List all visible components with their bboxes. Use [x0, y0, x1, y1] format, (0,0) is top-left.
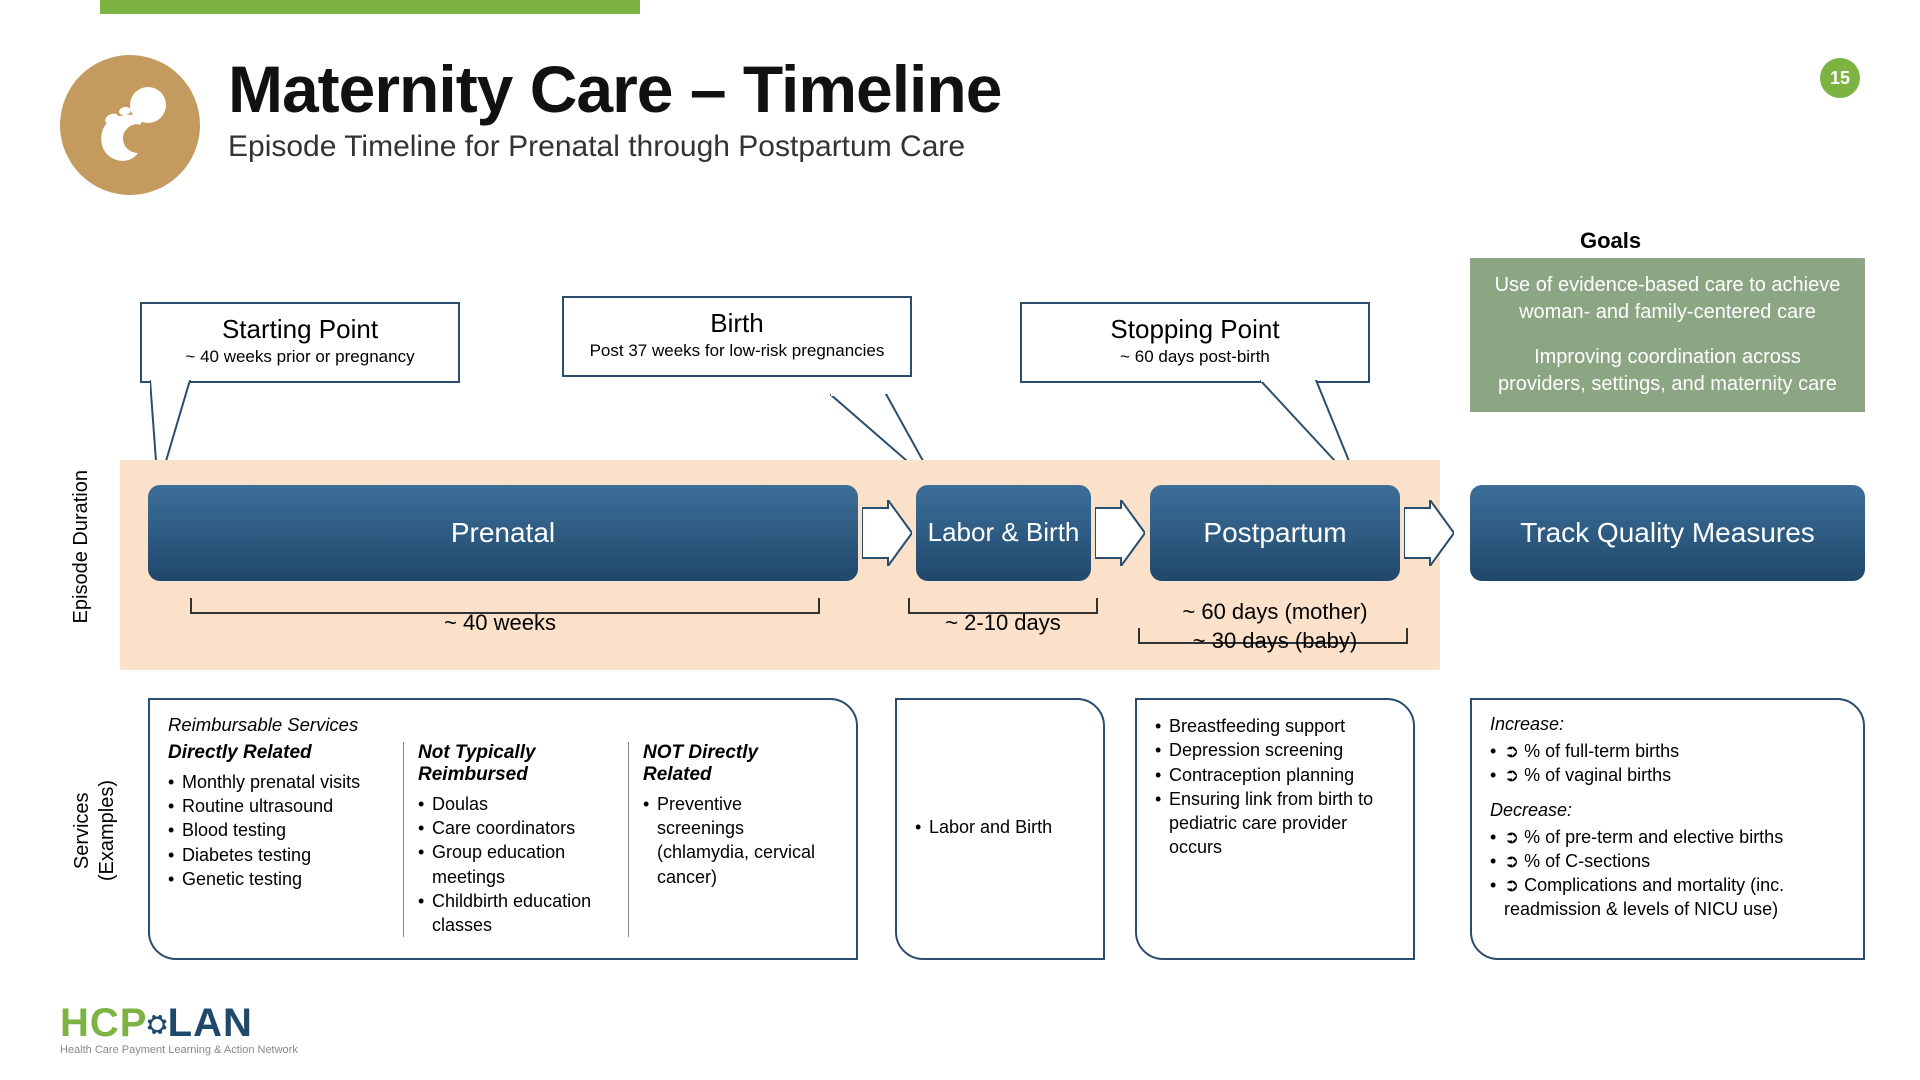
callout-birth: Birth Post 37 weeks for low-risk pregnan…	[562, 296, 912, 377]
list-item: Ensuring link from birth to pediatric ca…	[1155, 787, 1395, 860]
arrow-icon	[1404, 500, 1454, 566]
page-title: Maternity Care – Timeline	[228, 55, 1001, 124]
list-labor-services: Labor and Birth	[915, 815, 1052, 839]
list-quality-increase: ➲ % of full-term births➲ % of vaginal bi…	[1490, 739, 1845, 788]
logo-tagline: Health Care Payment Learning & Action Ne…	[60, 1044, 298, 1056]
baby-icon	[60, 55, 200, 195]
callout-title: Birth	[580, 308, 894, 339]
services-card-postpartum: Breastfeeding supportDepression screenin…	[1135, 698, 1415, 960]
duration-postpartum: ~ 60 days (mother) ~ 30 days (baby)	[1150, 598, 1400, 655]
col-title-not-directly-related: NOT Directly Related	[643, 742, 824, 786]
col-title-directly-related: Directly Related	[168, 742, 389, 764]
phase-labor-birth: Labor & Birth	[916, 485, 1091, 581]
phase-quality-measures: Track Quality Measures	[1470, 485, 1865, 581]
list-item: Childbirth education classes	[418, 889, 614, 938]
goals-text-1: Use of evidence-based care to achieve wo…	[1488, 272, 1847, 326]
header: Maternity Care – Timeline Episode Timeli…	[60, 55, 1001, 195]
arrow-icon	[862, 500, 912, 566]
logo-hcp: HCP	[60, 1001, 147, 1045]
list-not-directly-related: Preventive screenings (chlamydia, cervic…	[643, 792, 824, 889]
list-item: Preventive screenings (chlamydia, cervic…	[643, 792, 824, 889]
list-not-typically-reimbursed: DoulasCare coordinatorsGroup education m…	[418, 792, 614, 938]
list-item: ➲ % of vaginal births	[1490, 763, 1845, 787]
callout-title: Starting Point	[158, 314, 442, 345]
list-item: Care coordinators	[418, 816, 614, 840]
decrease-label: Decrease:	[1490, 800, 1845, 821]
callout-title: Stopping Point	[1038, 314, 1352, 345]
list-item: Breastfeeding support	[1155, 714, 1395, 738]
list-item: ➲ % of full-term births	[1490, 739, 1845, 763]
duration-postpartum-mother: ~ 60 days (mother)	[1150, 598, 1400, 627]
duration-prenatal: ~ 40 weeks	[400, 610, 600, 636]
list-item: Group education meetings	[418, 840, 614, 889]
services-card-prenatal: Reimbursable Services Directly Related M…	[148, 698, 858, 960]
reimbursable-services-heading: Reimbursable Services	[168, 714, 838, 736]
list-item: Depression screening	[1155, 738, 1395, 762]
list-item: Contraception planning	[1155, 763, 1395, 787]
callout-sub: ~ 60 days post-birth	[1038, 347, 1352, 367]
list-item: Monthly prenatal visits	[168, 770, 389, 794]
list-item: ➲ % of C-sections	[1490, 849, 1845, 873]
page-number-badge: 15	[1820, 58, 1860, 98]
list-postpartum-services: Breastfeeding supportDepression screenin…	[1155, 714, 1395, 860]
duration-postpartum-baby: ~ 30 days (baby)	[1150, 627, 1400, 656]
callout-stopping-point: Stopping Point ~ 60 days post-birth	[1020, 302, 1370, 383]
episode-duration-label: Episode Duration	[70, 470, 93, 623]
duration-labor: ~ 2-10 days	[918, 610, 1088, 636]
arrow-icon	[1095, 500, 1145, 566]
logo-lan: LAN	[168, 1001, 253, 1045]
list-item: Blood testing	[168, 818, 389, 842]
phase-postpartum: Postpartum	[1150, 485, 1400, 581]
list-directly-related: Monthly prenatal visitsRoutine ultrasoun…	[168, 770, 389, 891]
goals-text-2: Improving coordination across providers,…	[1488, 344, 1847, 398]
services-card-labor: Labor and Birth	[895, 698, 1105, 960]
increase-label: Increase:	[1490, 714, 1845, 735]
footer-logo: HCP⛭LAN Health Care Payment Learning & A…	[60, 1001, 298, 1056]
list-item: ➲ % of pre-term and elective births	[1490, 825, 1845, 849]
goals-box: Use of evidence-based care to achieve wo…	[1470, 258, 1865, 412]
col-title-not-typically-reimbursed: Not Typically Reimbursed	[418, 742, 614, 786]
people-icon: ⛭	[147, 1011, 167, 1038]
list-item: Genetic testing	[168, 867, 389, 891]
phase-prenatal: Prenatal	[148, 485, 858, 581]
goals-heading: Goals	[1580, 228, 1641, 254]
callout-sub: Post 37 weeks for low-risk pregnancies	[580, 341, 894, 361]
list-item: ➲ Complications and mortality (inc. read…	[1490, 873, 1845, 922]
callout-starting-point: Starting Point ~ 40 weeks prior or pregn…	[140, 302, 460, 383]
top-accent-bar	[100, 0, 640, 14]
services-label: Services (Examples)	[70, 780, 120, 881]
services-card-quality: Increase: ➲ % of full-term births➲ % of …	[1470, 698, 1865, 960]
list-quality-decrease: ➲ % of pre-term and elective births➲ % o…	[1490, 825, 1845, 922]
list-item: Routine ultrasound	[168, 794, 389, 818]
page-subtitle: Episode Timeline for Prenatal through Po…	[228, 130, 1001, 164]
callout-sub: ~ 40 weeks prior or pregnancy	[158, 347, 442, 367]
list-item: Labor and Birth	[915, 815, 1052, 839]
list-item: Doulas	[418, 792, 614, 816]
list-item: Diabetes testing	[168, 843, 389, 867]
